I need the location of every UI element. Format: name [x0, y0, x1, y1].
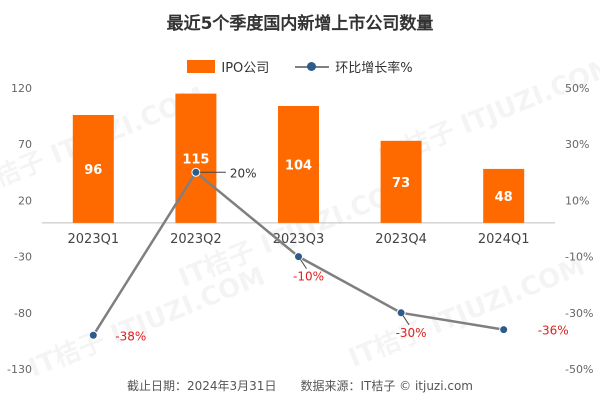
chart-title: 最近5个季度国内新增上市公司数量	[166, 14, 434, 34]
bar-value-label: 115	[182, 152, 209, 167]
growth-value-label: -10%	[293, 270, 324, 284]
y-left-tick-label: 120	[11, 82, 32, 95]
y-right-tick-label: 10%	[565, 194, 589, 207]
growth-point	[294, 252, 303, 262]
growth-label-leader	[402, 315, 410, 326]
bar	[278, 105, 319, 223]
legend-label-growth: 环比增长率%	[335, 61, 413, 76]
y-left-tick-label: 70	[18, 138, 32, 151]
growth-value-label: -38%	[115, 329, 146, 343]
growth-value-label: -36%	[538, 324, 569, 338]
x-tick-label: 2023Q2	[170, 232, 222, 247]
bar	[72, 114, 114, 223]
growth-label-leader	[300, 259, 307, 269]
legend-swatch-bar	[187, 60, 216, 73]
chart-legend: IPO公司 环比增长率%	[0, 57, 600, 76]
legend-label-ipo: IPO公司	[221, 61, 270, 76]
x-tick-label: 2023Q4	[375, 232, 427, 247]
bar-value-label: 96	[84, 163, 102, 178]
y-left-tick-label: 20	[18, 194, 32, 207]
y-left-tick-label: -80	[14, 307, 32, 320]
legend-swatch-line	[295, 61, 330, 73]
legend-item-ipo: IPO公司	[187, 57, 269, 76]
bar-value-label: 104	[285, 158, 312, 173]
y-left-tick-label: -130	[7, 363, 32, 376]
x-tick-label: 2023Q3	[273, 232, 325, 247]
watermark-text: IT桔子 ITJUZI.COM	[25, 261, 270, 383]
bar-value-label: 48	[495, 190, 513, 205]
y-right-tick-label: -30%	[565, 307, 593, 320]
bar	[483, 168, 525, 223]
y-right-tick-label: 30%	[565, 138, 589, 151]
y-left-tick-label: -30	[14, 251, 32, 264]
watermark-text: IT桔子 ITJUZI.COM	[345, 251, 590, 373]
bar	[175, 93, 217, 223]
chart-footer: 截止日期：2024年3月31日 数据来源：IT桔子 © itjuzi.com	[127, 379, 473, 393]
y-right-tick-label: 50%	[565, 82, 589, 95]
growth-point	[191, 167, 201, 177]
y-right-tick-label: -50%	[565, 363, 593, 376]
growth-point	[499, 325, 509, 335]
growth-point	[88, 330, 98, 340]
x-tick-label: 2023Q1	[68, 232, 120, 247]
bar	[380, 140, 422, 223]
bar-value-label: 73	[392, 176, 410, 191]
legend-item-growth: 环比增长率%	[295, 57, 413, 76]
growth-value-label: -30%	[396, 326, 427, 340]
y-right-tick-label: -10%	[565, 251, 593, 264]
x-tick-label: 2024Q1	[478, 232, 530, 247]
growth-point	[396, 308, 406, 318]
growth-value-label: 20%	[230, 166, 257, 180]
